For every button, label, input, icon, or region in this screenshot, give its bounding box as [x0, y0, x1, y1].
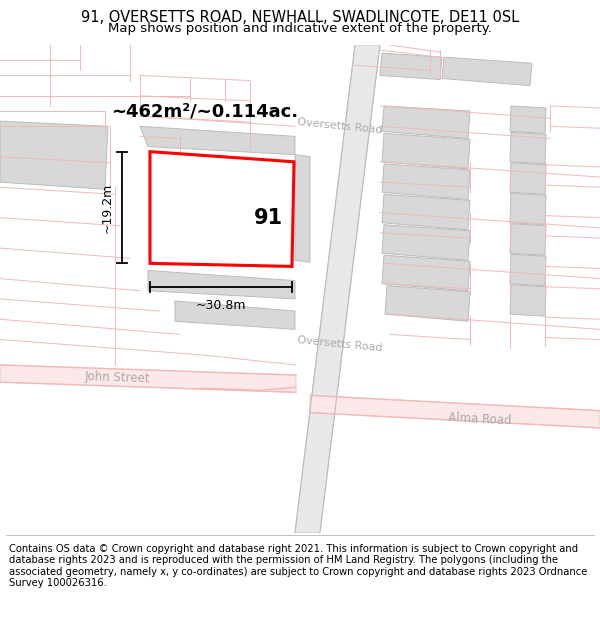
- Polygon shape: [148, 271, 295, 299]
- Text: Oversetts Road: Oversetts Road: [297, 117, 383, 136]
- Polygon shape: [310, 396, 600, 428]
- Polygon shape: [510, 224, 546, 255]
- Polygon shape: [382, 194, 470, 230]
- Text: ~30.8m: ~30.8m: [196, 299, 246, 312]
- Polygon shape: [140, 126, 295, 154]
- Polygon shape: [510, 285, 546, 316]
- Polygon shape: [442, 57, 532, 86]
- Polygon shape: [385, 286, 470, 321]
- Polygon shape: [0, 121, 108, 189]
- Text: John Street: John Street: [85, 371, 151, 386]
- Polygon shape: [175, 301, 295, 329]
- Polygon shape: [510, 193, 546, 225]
- Text: Oversetts Road: Oversetts Road: [297, 336, 383, 354]
- Text: Contains OS data © Crown copyright and database right 2021. This information is : Contains OS data © Crown copyright and d…: [9, 544, 587, 588]
- Text: ~462m²/~0.114ac.: ~462m²/~0.114ac.: [112, 102, 299, 120]
- Text: 91: 91: [253, 208, 283, 227]
- Polygon shape: [382, 225, 470, 260]
- Polygon shape: [150, 152, 294, 266]
- Polygon shape: [380, 53, 442, 79]
- Polygon shape: [382, 164, 470, 199]
- Polygon shape: [382, 133, 470, 169]
- Polygon shape: [510, 132, 546, 164]
- Polygon shape: [382, 255, 470, 291]
- Polygon shape: [0, 365, 296, 392]
- Polygon shape: [382, 106, 470, 138]
- Polygon shape: [295, 154, 310, 262]
- Text: Map shows position and indicative extent of the property.: Map shows position and indicative extent…: [108, 22, 492, 35]
- Polygon shape: [510, 254, 546, 286]
- Text: Alma Road: Alma Road: [448, 411, 512, 427]
- Text: 91, OVERSETTS ROAD, NEWHALL, SWADLINCOTE, DE11 0SL: 91, OVERSETTS ROAD, NEWHALL, SWADLINCOTE…: [81, 10, 519, 25]
- Polygon shape: [510, 106, 546, 133]
- Text: ~19.2m: ~19.2m: [101, 182, 114, 232]
- Polygon shape: [510, 162, 546, 194]
- Polygon shape: [295, 45, 380, 532]
